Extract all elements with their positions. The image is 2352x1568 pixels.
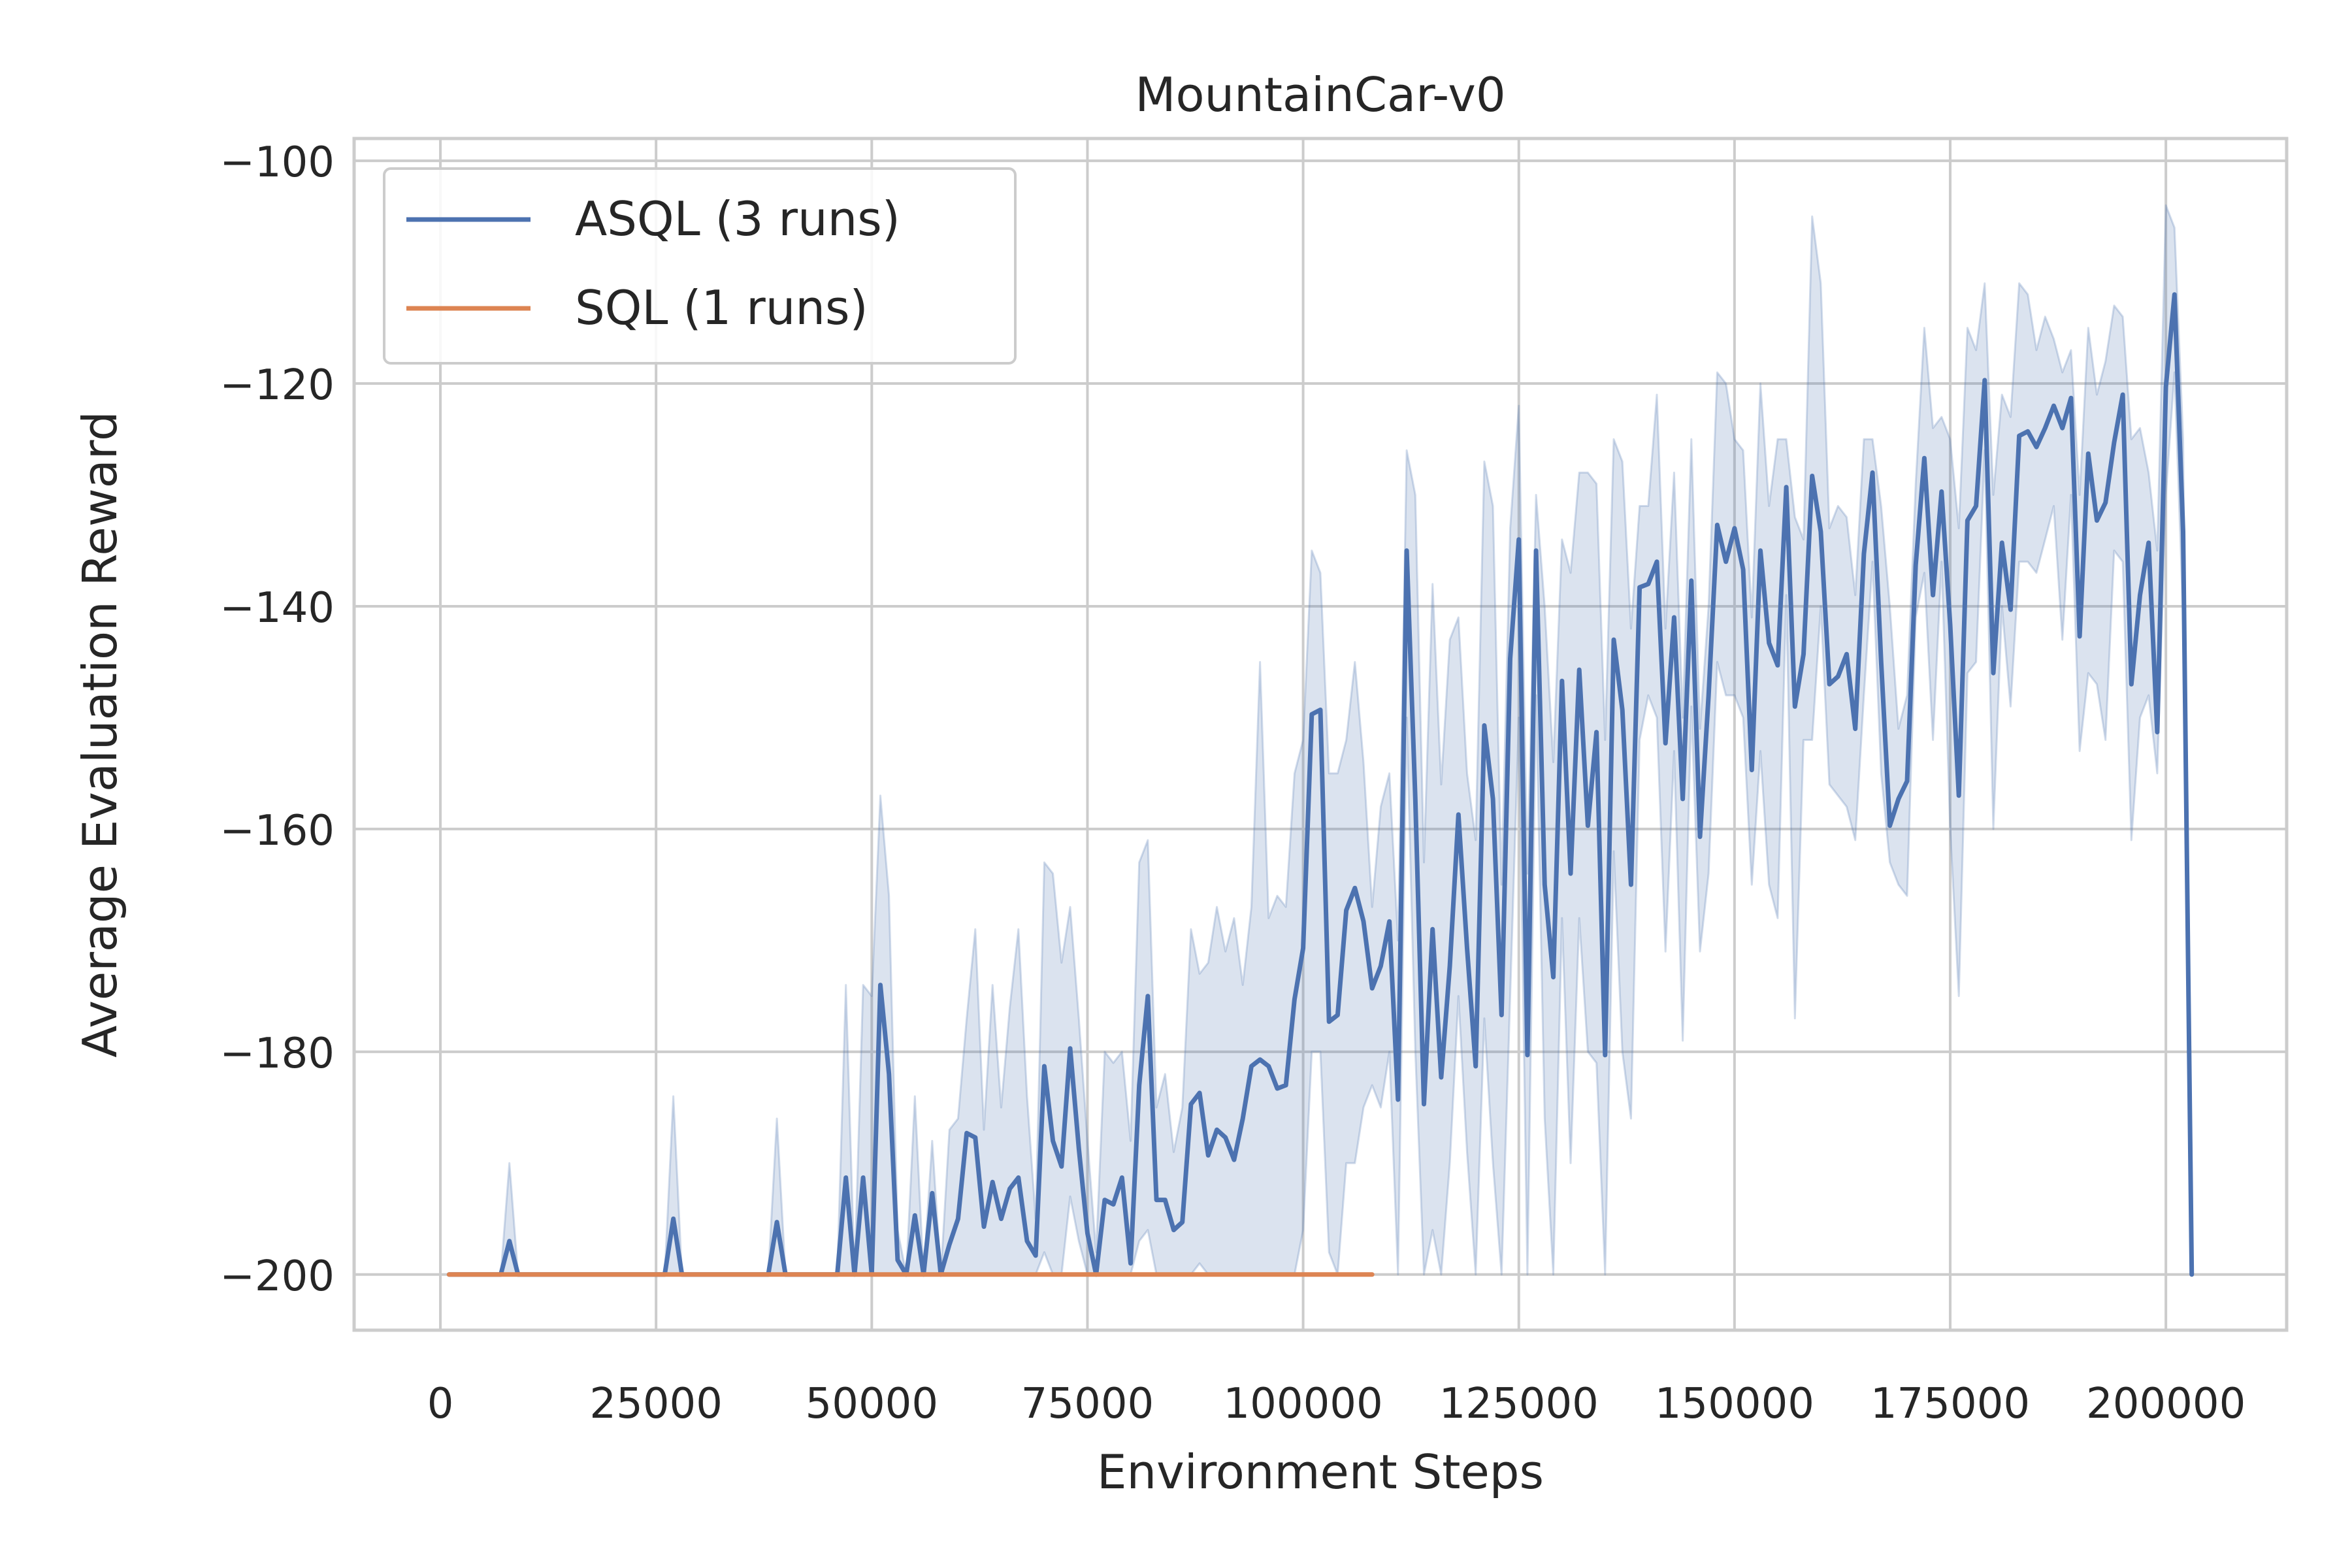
- x-tick-label: 25000: [589, 1380, 723, 1428]
- chart-title: MountainCar-v0: [1135, 67, 1505, 122]
- y-tick-labels: −100 −120 −140 −160 −180 −200: [220, 139, 335, 1301]
- y-tick-label: −100: [220, 139, 335, 187]
- y-tick-label: −140: [220, 584, 335, 632]
- y-tick-label: −120: [220, 361, 335, 410]
- x-tick-label: 75000: [1021, 1380, 1154, 1428]
- legend: ASQL (3 runs) SQL (1 runs): [383, 167, 1017, 365]
- x-tick-label: 100000: [1223, 1380, 1382, 1428]
- y-tick-label: −200: [220, 1252, 335, 1301]
- y-axis-label: Average Evaluation Reward: [73, 411, 127, 1057]
- x-tick-label: 175000: [1870, 1380, 2030, 1428]
- legend-box: [383, 167, 1017, 365]
- x-tick-label: 0: [427, 1380, 454, 1428]
- x-tick-label: 50000: [806, 1380, 939, 1428]
- x-axis-label: Environment Steps: [1097, 1445, 1544, 1499]
- x-tick-label: 150000: [1655, 1380, 1814, 1428]
- y-tick-label: −180: [220, 1030, 335, 1078]
- x-tick-labels: 0 25000 50000 75000 100000 125000 150000 175000…: [427, 1380, 2246, 1428]
- x-tick-label: 125000: [1439, 1380, 1599, 1428]
- legend-label-sql: SQL (1 runs): [575, 280, 868, 335]
- plot-frame: [352, 137, 2289, 1332]
- series-lines: [446, 292, 2195, 1277]
- asql-series-line: [446, 292, 2195, 1277]
- legend-label-asql: ASQL (3 runs): [575, 191, 900, 246]
- y-tick-label: −160: [220, 807, 335, 855]
- x-tick-label: 200000: [2086, 1380, 2246, 1428]
